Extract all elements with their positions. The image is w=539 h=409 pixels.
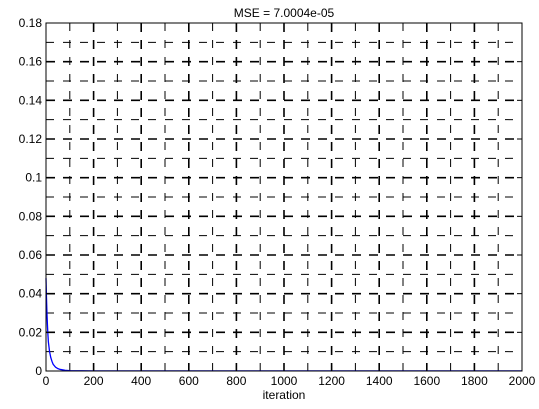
chart-title: MSE = 7.0004e-05	[234, 6, 335, 20]
x-axis: 0 200 400 600 800 1000 1200 1400 1600 1800 2000	[43, 23, 536, 388]
y-tick-label: 0.12	[19, 132, 43, 146]
major-grid	[46, 23, 522, 371]
y-tick-label: 0.16	[19, 55, 43, 69]
y-axis: 0 0.02 0.04 0.06 0.08 0.1 0.12 0.14 0.16 0.18	[19, 16, 522, 378]
x-tick-label: 1400	[366, 374, 393, 388]
x-tick-label: 600	[179, 374, 199, 388]
y-tick-label: 0.08	[19, 209, 43, 223]
x-tick-label: 800	[226, 374, 246, 388]
x-tick-label: 0	[43, 374, 50, 388]
x-tick-label: 1000	[271, 374, 298, 388]
x-axis-label: iteration	[263, 388, 306, 402]
y-tick-label: 0.14	[19, 93, 43, 107]
x-tick-label: 2000	[509, 374, 536, 388]
x-tick-label: 1200	[318, 374, 345, 388]
y-tick-label: 0.06	[19, 248, 43, 262]
y-tick-label: 0.02	[19, 325, 43, 339]
x-tick-label: 1800	[461, 374, 488, 388]
x-tick-label: 400	[131, 374, 151, 388]
y-tick-label: 0	[35, 364, 42, 378]
series-line	[45, 278, 522, 372]
x-tick-label: 1600	[413, 374, 440, 388]
y-tick-label: 0.1	[25, 171, 42, 185]
x-tick-label: 200	[84, 374, 104, 388]
y-tick-label: 0.04	[19, 287, 43, 301]
y-tick-label: 0.18	[19, 16, 43, 30]
series-layer	[45, 278, 522, 372]
